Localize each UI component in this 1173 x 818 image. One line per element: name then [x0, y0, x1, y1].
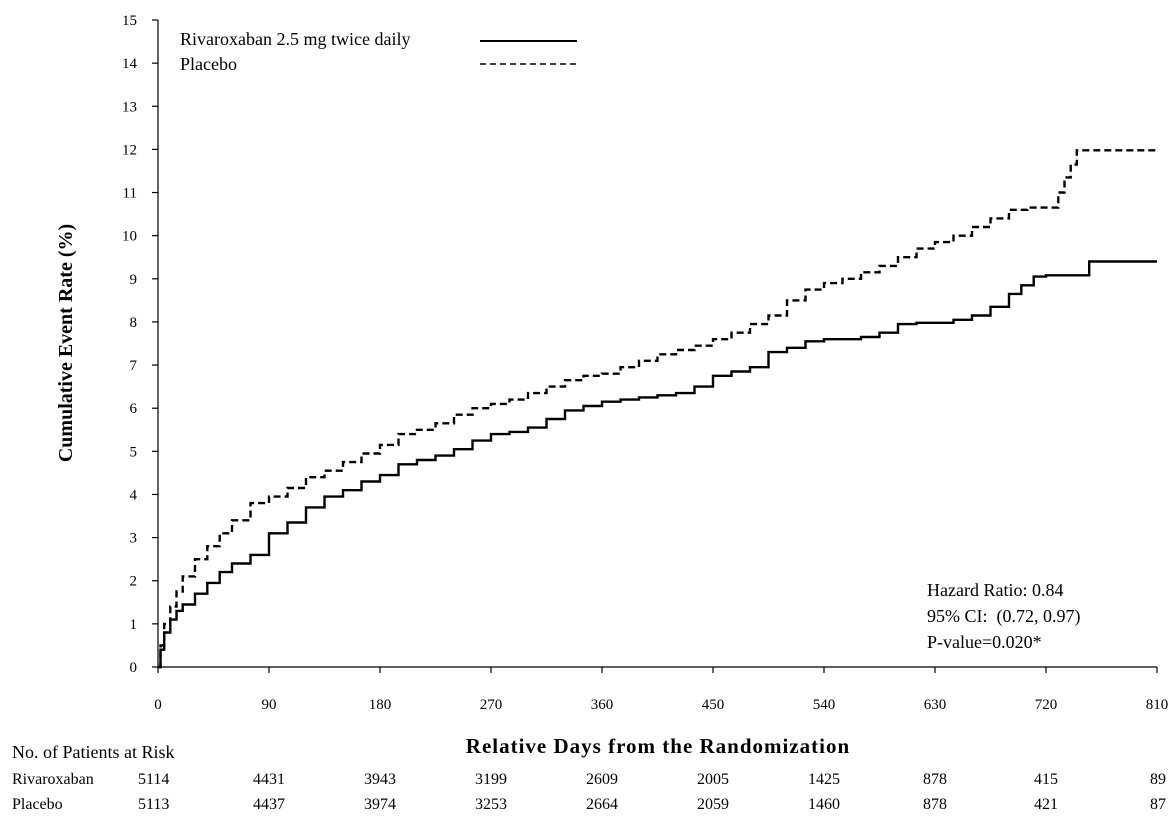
- p-value: P-value=0.020*: [927, 632, 1042, 652]
- legend-label-placebo: Placebo: [180, 54, 237, 74]
- at-risk-value: 89: [1150, 771, 1166, 788]
- confidence-interval: 95% CI: (0.72, 0.97): [927, 606, 1080, 627]
- at-risk-value: 4437: [253, 796, 285, 813]
- x-ticks: 0 90 180 270 360 450 540 630 720 810: [154, 667, 1168, 713]
- y-tick-label: 13: [122, 99, 137, 115]
- statistics-box: Hazard Ratio: 0.84 95% CI: (0.72, 0.97) …: [927, 580, 1080, 652]
- x-tick-label: 180: [369, 697, 392, 713]
- x-tick-label: 0: [154, 697, 162, 713]
- at-risk-value: 415: [1034, 771, 1058, 788]
- y-tick-label: 0: [130, 660, 138, 676]
- series-line-placebo: [158, 149, 1157, 669]
- y-tick-label: 2: [130, 574, 138, 590]
- y-tick-label: 8: [130, 315, 138, 331]
- legend-label-rivaroxaban: Rivaroxaban 2.5 mg twice daily: [180, 29, 410, 49]
- y-tick-label: 9: [130, 272, 138, 288]
- y-tick-label: 11: [123, 186, 137, 202]
- y-tick-label: 15: [122, 13, 137, 29]
- y-tick-label: 6: [130, 401, 138, 417]
- x-tick-label: 450: [702, 697, 725, 713]
- at-risk-label-rivaroxaban: Rivaroxaban: [12, 771, 94, 788]
- x-tick-label: 90: [262, 697, 277, 713]
- y-tick-label: 1: [130, 617, 138, 633]
- y-tick-label: 14: [122, 56, 138, 72]
- at-risk-label-placebo: Placebo: [12, 796, 63, 813]
- series-layer: [158, 149, 1157, 669]
- at-risk-value: 5114: [138, 771, 169, 788]
- x-tick-label: 630: [924, 697, 947, 713]
- at-risk-value: 878: [923, 796, 947, 813]
- y-tick-label: 3: [130, 531, 138, 547]
- at-risk-value: 87: [1150, 796, 1166, 813]
- legend: Rivaroxaban 2.5 mg twice daily Placebo: [180, 29, 577, 74]
- at-risk-value: 3943: [364, 771, 396, 788]
- y-tick-label: 10: [122, 229, 137, 245]
- at-risk-value: 878: [923, 771, 947, 788]
- x-axis-label: Relative Days from the Randomization: [466, 734, 850, 758]
- at-risk-value: 2059: [697, 796, 729, 813]
- x-tick-label: 360: [591, 697, 614, 713]
- y-tick-label: 7: [130, 358, 138, 374]
- at-risk-value: 2005: [697, 771, 729, 788]
- at-risk-value: 3974: [364, 796, 396, 813]
- at-risk-value: 5113: [138, 796, 169, 813]
- at-risk-value: 421: [1034, 796, 1058, 813]
- at-risk-value: 3199: [475, 771, 507, 788]
- y-tick-label: 12: [122, 142, 137, 158]
- hazard-ratio: Hazard Ratio: 0.84: [927, 580, 1063, 600]
- x-tick-label: 540: [813, 697, 836, 713]
- x-tick-label: 720: [1035, 697, 1058, 713]
- x-tick-label: 270: [480, 697, 503, 713]
- at-risk-value: 1460: [808, 796, 840, 813]
- at-risk-title: No. of Patients at Risk: [12, 742, 175, 762]
- y-tick-label: 4: [130, 487, 138, 503]
- at-risk-values: 5114 4431 3943 3199 2609 2005 1425 878 415 89 5113…: [138, 771, 1166, 813]
- at-risk-value: 3253: [475, 796, 507, 813]
- at-risk-value: 4431: [253, 771, 285, 788]
- at-risk-value: 2664: [586, 796, 618, 813]
- y-axis-label: Cumulative Event Rate (%): [55, 224, 77, 462]
- at-risk-value: 1425: [808, 771, 840, 788]
- series-line-rivaroxaban: [158, 260, 1157, 669]
- at-risk-value: 2609: [586, 771, 618, 788]
- x-tick-label: 810: [1146, 697, 1169, 713]
- y-tick-label: 5: [130, 444, 138, 460]
